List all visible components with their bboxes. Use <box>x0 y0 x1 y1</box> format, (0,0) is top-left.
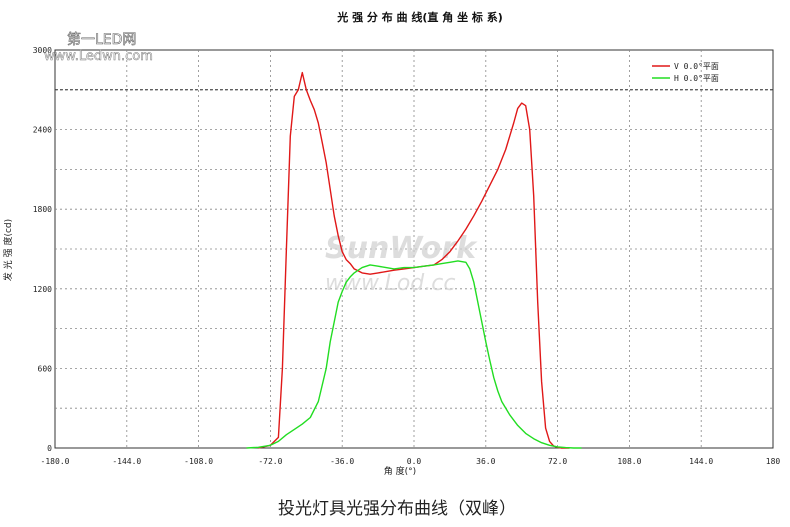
watermark-site-url: www.Ledwn.com <box>44 49 153 64</box>
x-tick-label: -36.0 <box>330 457 354 466</box>
x-axis-ticks: -180.0 -144.0 -108.0 -72.0 -36.0 0.0 36.0 72.0 1… <box>41 457 781 466</box>
x-tick-label: -108.0 <box>184 457 213 466</box>
y-tick-label: 2400 <box>33 126 52 135</box>
legend-label: V 0.0°平面 <box>674 62 719 71</box>
legend-label: H 0.0°平面 <box>674 74 719 83</box>
figure-caption: 投光灯具光强分布曲线（双峰） <box>278 499 516 519</box>
y-tick-label: 0 <box>47 444 52 453</box>
x-tick-label: 180 <box>766 457 781 466</box>
x-tick-label: 144.0 <box>689 457 713 466</box>
x-tick-label: -180.0 <box>41 457 70 466</box>
y-tick-label: 3000 <box>33 46 52 55</box>
y-tick-label: 600 <box>38 364 53 373</box>
grid <box>55 50 773 448</box>
watermark-center: SunWork www.Lod.cc <box>325 231 478 296</box>
y-axis-label: 发 光 强 度(cd) <box>2 219 14 281</box>
x-tick-label: 36.0 <box>476 457 495 466</box>
watermark-brand-url: www.Lod.cc <box>325 271 455 296</box>
chart-title: 光 强 分 布 曲 线(直 角 坐 标 系) <box>336 10 503 24</box>
x-tick-label: -144.0 <box>112 457 141 466</box>
y-tick-label: 1800 <box>33 205 52 214</box>
watermark-site-logo: 第一LED网 <box>67 31 136 48</box>
y-axis-ticks: 0 600 1200 1800 2400 3000 <box>33 46 52 453</box>
x-tick-label: 108.0 <box>617 457 641 466</box>
legend: V 0.0°平面 H 0.0°平面 <box>652 62 719 83</box>
y-tick-label: 1200 <box>33 285 52 294</box>
x-tick-label: -72.0 <box>258 457 282 466</box>
watermark-top-left: 第一LED网 www.Ledwn.com <box>44 31 153 65</box>
x-tick-label: 72.0 <box>548 457 567 466</box>
series-line-h-plane <box>246 260 582 449</box>
x-tick-label: 0.0 <box>407 457 422 466</box>
series-line-v-plane <box>258 71 570 449</box>
series-lines <box>246 71 582 449</box>
x-axis-label: 角 度(°) <box>384 465 416 477</box>
